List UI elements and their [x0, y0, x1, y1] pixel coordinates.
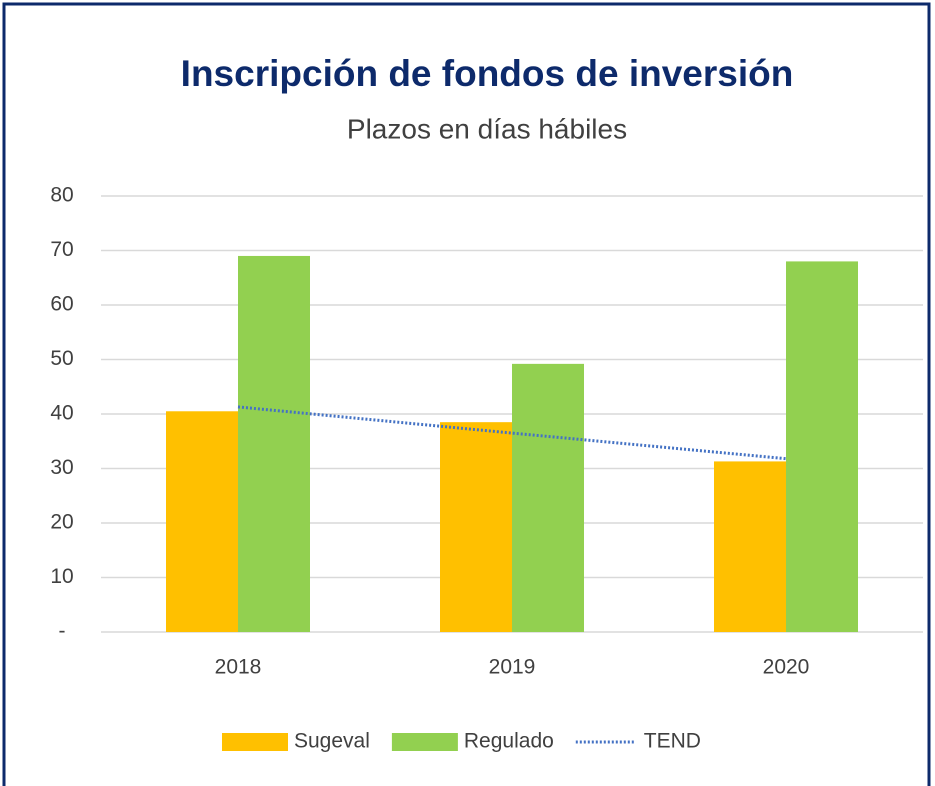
legend-label: Regulado [464, 730, 554, 753]
x-tick-label: 2019 [489, 656, 536, 679]
bar [714, 461, 786, 632]
chart-title: Inscripción de fondos de inversión [181, 53, 794, 94]
legend-label: TEND [644, 730, 701, 753]
bar [238, 255, 310, 632]
y-tick-label: 70 [50, 238, 73, 261]
y-tick-label: - [59, 620, 66, 643]
bar [440, 422, 512, 632]
legend-label: Sugeval [294, 730, 370, 753]
bar [786, 261, 858, 632]
y-tick-label: 40 [50, 402, 73, 425]
x-tick-label: 2018 [215, 656, 262, 679]
legend-swatch [222, 733, 288, 751]
y-tick-label: 80 [50, 184, 73, 207]
x-tick-label: 2020 [763, 656, 810, 679]
y-tick-label: 50 [50, 347, 73, 370]
y-tick-label: 30 [50, 456, 73, 479]
y-tick-label: 10 [50, 565, 73, 588]
bar [512, 363, 584, 632]
chart-subtitle: Plazos en días hábiles [347, 113, 627, 144]
y-tick-label: 20 [50, 511, 73, 534]
y-tick-label: 60 [50, 293, 73, 316]
legend-swatch [391, 733, 458, 751]
bar [166, 411, 238, 632]
